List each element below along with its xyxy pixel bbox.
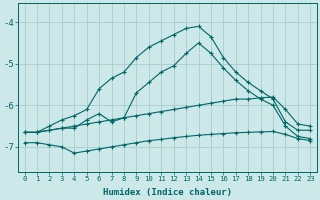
- X-axis label: Humidex (Indice chaleur): Humidex (Indice chaleur): [103, 188, 232, 197]
